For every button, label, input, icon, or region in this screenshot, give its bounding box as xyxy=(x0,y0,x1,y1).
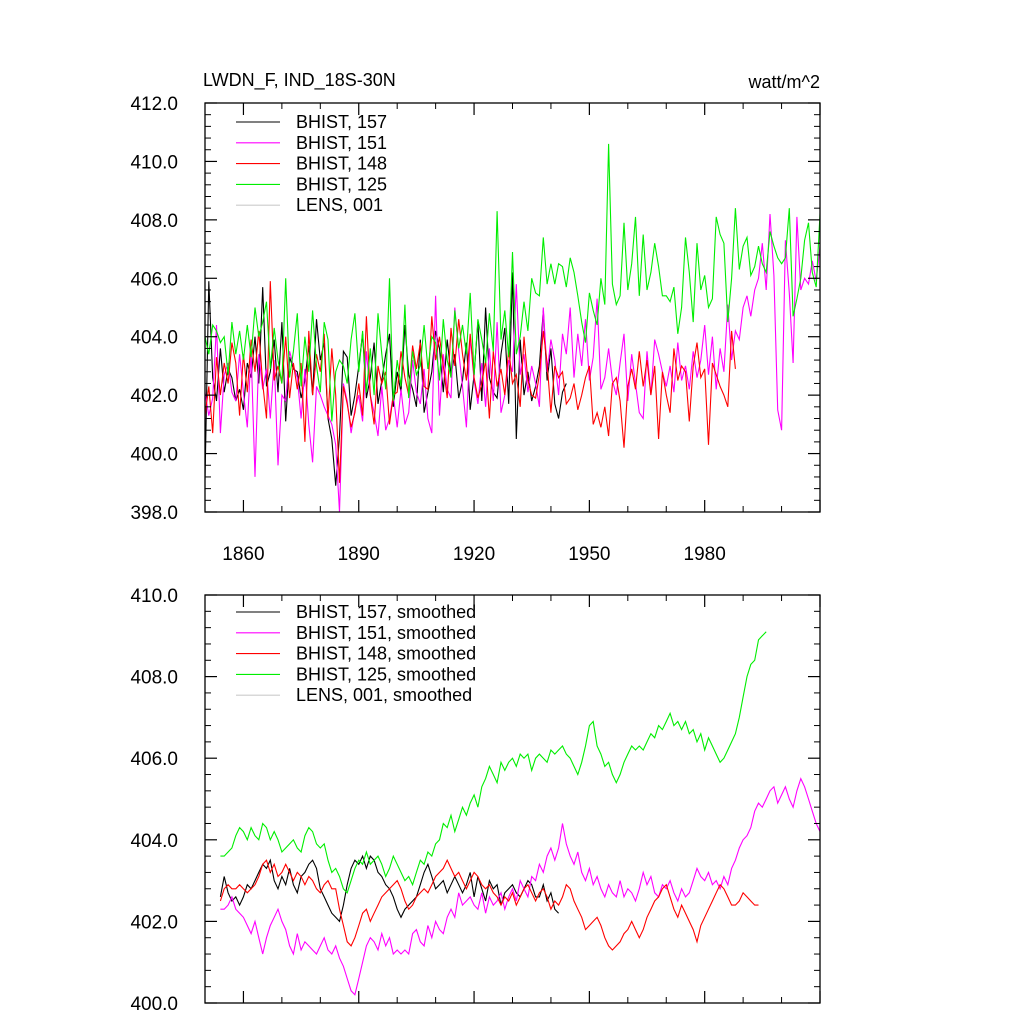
legend-label: BHIST, 125 xyxy=(296,174,387,194)
x-tick-label: 1890 xyxy=(338,544,380,565)
legend-label: BHIST, 125, smoothed xyxy=(296,664,476,684)
y-tick-label: 410.0 xyxy=(130,152,178,173)
legend-label: BHIST, 148, smoothed xyxy=(296,644,476,664)
y-tick-label: 400.0 xyxy=(130,445,178,466)
y-tick-label: 402.0 xyxy=(130,386,178,407)
y-tick-label: 406.0 xyxy=(130,269,178,290)
legend-label: BHIST, 157 xyxy=(296,112,387,132)
legend-label: BHIST, 157, smoothed xyxy=(296,602,476,622)
legend-label: BHIST, 148 xyxy=(296,154,387,174)
x-tick-label: 1920 xyxy=(453,544,495,565)
y-tick-label: 402.0 xyxy=(130,912,178,933)
series-line-1 xyxy=(205,272,567,486)
y-tick-label: 404.0 xyxy=(130,328,178,349)
series-line-3 xyxy=(219,858,759,951)
y-tick-label: 404.0 xyxy=(130,831,178,852)
y-tick-label: 408.0 xyxy=(130,668,178,689)
series-line-4 xyxy=(220,631,767,894)
y-tick-label: 400.0 xyxy=(130,994,178,1015)
legend-label: LENS, 001, smoothed xyxy=(296,685,472,705)
series-line-4 xyxy=(205,143,820,422)
y-tick-label: 408.0 xyxy=(130,211,178,232)
series-line-3 xyxy=(205,281,736,483)
series-line-2 xyxy=(220,777,820,996)
x-tick-label: 1950 xyxy=(568,544,610,565)
y-tick-label: 412.0 xyxy=(130,94,178,115)
y-tick-label: 398.0 xyxy=(130,503,178,524)
top-panel: 398.0 400.0 402.0 404.0 406.0 408.0 410.0 412.0… xyxy=(130,94,821,565)
legend-label: BHIST, 151, smoothed xyxy=(296,623,476,643)
y-tick-label: 410.0 xyxy=(130,586,178,607)
legend-label: BHIST, 151 xyxy=(296,133,387,153)
bottom-panel: 400.0 402.0 404.0 406.0 408.0 410.0 BHIST, 157… xyxy=(130,586,821,1015)
figure-title: LWDN_F, IND_18S-30N xyxy=(203,70,396,91)
figure-units: watt/m^2 xyxy=(748,72,820,92)
legend-label: LENS, 001 xyxy=(296,195,383,215)
x-tick-label: 1980 xyxy=(684,544,726,565)
x-tick-label: 1860 xyxy=(222,544,264,565)
y-tick-label: 406.0 xyxy=(130,749,178,770)
series-line-2 xyxy=(205,213,820,512)
